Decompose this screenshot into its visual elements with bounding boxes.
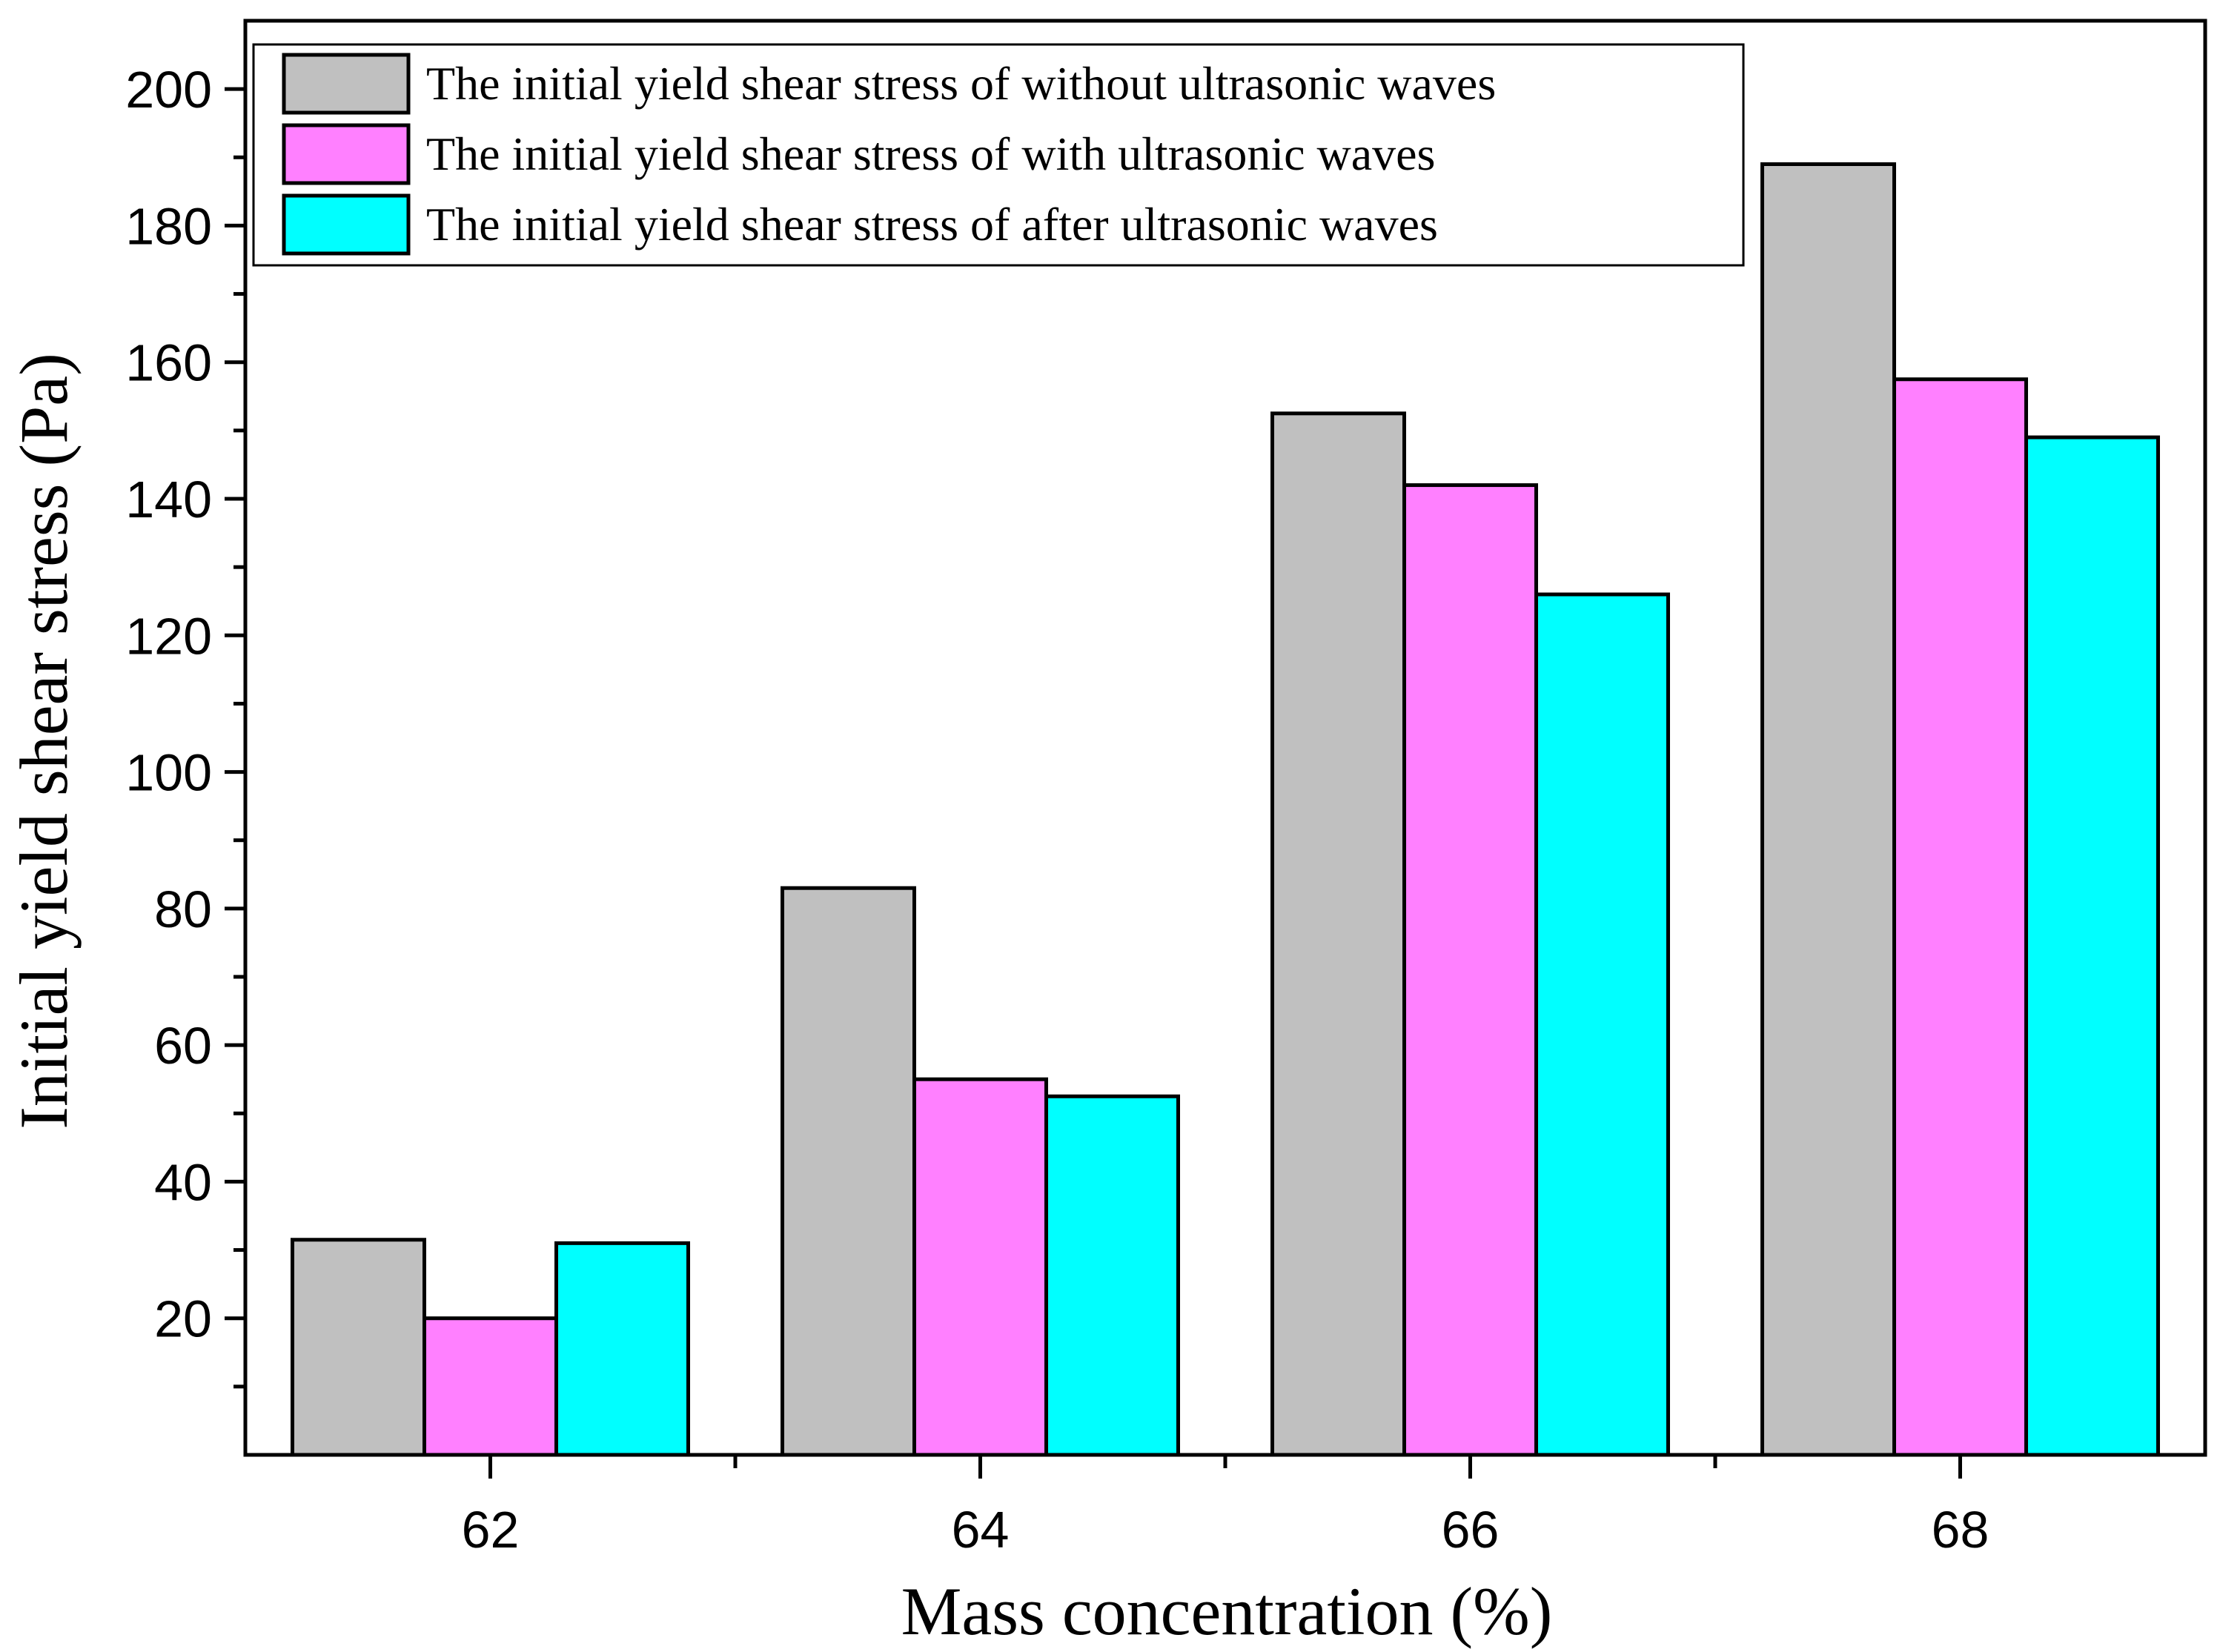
y-tick-label: 180 (125, 197, 212, 255)
y-axis-title: Initial yield shear stress (Pa) (6, 353, 82, 1129)
bar-64-series-2 (912, 1077, 1048, 1457)
x-tick-label: 62 (462, 1501, 520, 1559)
bar-62-series-3 (554, 1241, 690, 1457)
legend-label-series-3: The initial yield shear stress of after … (426, 198, 1438, 251)
y-tick-label: 80 (154, 880, 212, 938)
x-axis-title: Mass concentration (%) (901, 1573, 1553, 1649)
x-tick-label: 66 (1442, 1501, 1500, 1559)
legend-swatch-series-2 (282, 123, 411, 185)
bar-68-series-1 (1760, 162, 1896, 1457)
bar-66-series-1 (1270, 411, 1406, 1457)
y-tick-label: 200 (125, 61, 212, 119)
legend-swatch-series-1 (282, 53, 411, 115)
bar-64-series-1 (781, 886, 916, 1457)
bar-62-series-2 (423, 1316, 558, 1457)
bar-68-series-2 (1892, 377, 2028, 1457)
bar-64-series-3 (1044, 1094, 1180, 1457)
legend-swatch-series-3 (282, 193, 411, 256)
bar-68-series-3 (2024, 435, 2160, 1457)
legend-label-series-2: The initial yield shear stress of with u… (426, 127, 1435, 180)
y-tick-label: 40 (154, 1153, 212, 1211)
bar-66-series-2 (1402, 483, 1538, 1457)
bar-62-series-1 (291, 1238, 426, 1457)
x-tick-labels: 62 64 66 68 (462, 1501, 1989, 1559)
bars-layer (291, 162, 2160, 1457)
legend-label-series-1: The initial yield shear stress of withou… (426, 57, 1496, 110)
y-tick-labels: 20 40 60 80 100 120 140 160 180 200 (125, 61, 212, 1348)
legend: The initial yield shear stress of withou… (252, 43, 1745, 267)
axes-layer (225, 19, 2207, 1479)
y-tick-label: 120 (125, 607, 212, 665)
y-tick-label: 140 (125, 471, 212, 528)
y-tick-label: 20 (154, 1290, 212, 1348)
y-tick-label: 160 (125, 334, 212, 392)
bar-66-series-3 (1534, 592, 1670, 1457)
x-tick-label: 64 (952, 1501, 1010, 1559)
legend-box (252, 43, 1745, 267)
y-tick-label: 100 (125, 744, 212, 802)
x-tick-label: 68 (1932, 1501, 1989, 1559)
y-tick-label: 60 (154, 1017, 212, 1075)
